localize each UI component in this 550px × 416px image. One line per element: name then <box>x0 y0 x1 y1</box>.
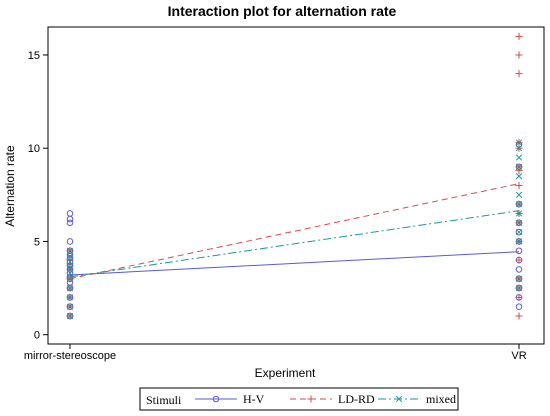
x-axis: mirror-stereoscope VR <box>24 344 527 362</box>
data-point-mixed <box>66 264 74 271</box>
legend-marker-ld-rd <box>307 395 315 403</box>
data-point-ld-rd <box>515 256 523 264</box>
data-point-mixed <box>515 275 523 282</box>
legend-label-mixed: mixed <box>426 392 456 406</box>
mean-line-h-v <box>69 251 520 276</box>
y-tick-label: 5 <box>34 236 40 248</box>
y-tick-label: 0 <box>34 330 40 342</box>
data-points <box>66 32 523 320</box>
y-tick-label: 15 <box>28 50 40 62</box>
data-point-mixed <box>515 145 523 152</box>
data-point-mixed <box>515 173 523 180</box>
data-point-ld-rd <box>515 293 523 301</box>
data-point-mixed <box>66 303 74 310</box>
data-point-mixed <box>515 238 523 245</box>
x-tick-label: VR <box>511 350 526 362</box>
data-point-h-v <box>515 266 523 273</box>
data-point-h-v <box>515 303 523 311</box>
data-point-h-v <box>66 210 74 217</box>
mean-line-mixed <box>69 210 520 278</box>
data-point-mixed <box>515 163 523 171</box>
legend: Stimuli H-V LD-RD mixed <box>139 387 459 411</box>
data-point-mixed <box>515 200 523 208</box>
data-point-h-v <box>66 215 74 223</box>
legend-label-h-v: H-V <box>243 392 265 406</box>
mean-line-ld-rd <box>69 183 520 280</box>
x-axis-label: Experiment <box>255 366 316 380</box>
data-point-mixed <box>66 253 74 260</box>
data-point-ld-rd <box>515 167 523 175</box>
legend-label-ld-rd: LD-RD <box>338 392 375 406</box>
data-point-mixed <box>66 247 74 254</box>
data-point-mixed <box>515 228 523 236</box>
y-axis-label: Alternation rate <box>3 145 17 227</box>
legend-title: Stimuli <box>146 393 182 407</box>
data-point-h-v <box>66 238 74 245</box>
data-point-ld-rd <box>515 70 523 78</box>
data-point-mixed <box>66 284 74 292</box>
chart-title: Interaction plot for alternation rate <box>168 3 397 19</box>
data-point-mixed <box>515 210 523 217</box>
legend-entries: H-V LD-RD mixed <box>195 392 456 406</box>
data-point-mixed <box>66 258 74 266</box>
data-point-h-v <box>515 228 523 236</box>
data-point-mixed <box>515 139 523 146</box>
data-point-mixed <box>66 312 74 320</box>
x-tick-label: mirror-stereoscope <box>24 350 116 362</box>
data-point-ld-rd <box>515 32 523 40</box>
data-point-mixed <box>66 294 74 301</box>
data-point-mixed <box>66 275 74 282</box>
legend-frame <box>139 387 459 411</box>
data-point-ld-rd <box>515 51 523 59</box>
legend-marker-h-v <box>212 395 220 403</box>
data-point-mixed <box>515 219 523 226</box>
data-point-mixed <box>515 154 523 161</box>
data-point-h-v <box>66 219 74 227</box>
y-tick-label: 10 <box>28 143 40 155</box>
mean-lines <box>69 183 520 280</box>
data-point-h-v <box>515 247 523 255</box>
data-point-mixed <box>515 191 523 198</box>
y-axis: 0 5 10 15 <box>28 50 48 342</box>
data-point-mixed <box>66 269 74 277</box>
data-point-ld-rd <box>515 312 523 320</box>
data-point-ld-rd <box>515 182 523 189</box>
data-point-mixed <box>515 284 523 292</box>
legend-marker-mixed <box>395 395 403 403</box>
plot-area-frame <box>47 26 545 345</box>
